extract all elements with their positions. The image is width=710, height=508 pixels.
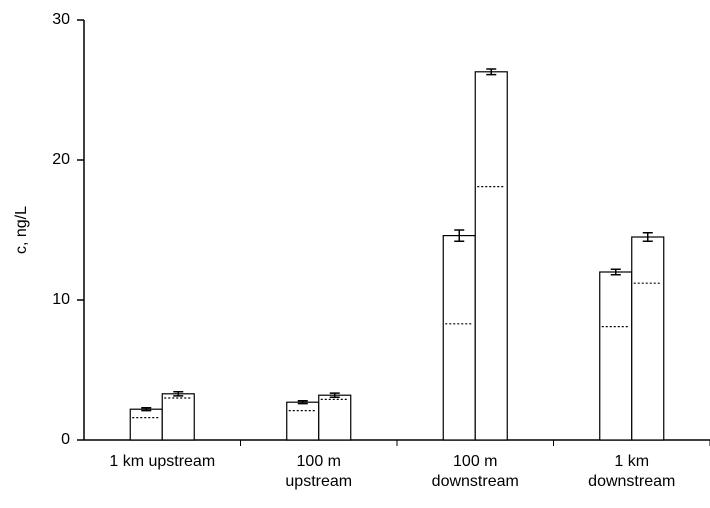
error-bar xyxy=(610,268,621,276)
bar xyxy=(631,236,665,441)
x-tick-label-line: upstream xyxy=(285,473,352,490)
bar xyxy=(474,71,508,441)
x-tick-label: 100 m downstream xyxy=(432,453,519,490)
bar xyxy=(286,401,320,441)
error-bar xyxy=(486,68,497,76)
bar xyxy=(161,393,195,441)
x-tick-label-line: 100 m xyxy=(297,453,341,470)
bar xyxy=(129,408,163,441)
bar xyxy=(599,271,633,441)
error-bar xyxy=(329,392,340,399)
bar xyxy=(318,394,352,441)
x-tick-label-line: 1 km xyxy=(614,453,649,470)
y-tick-label: 0 xyxy=(61,431,70,448)
x-tick-label-line: 1 km upstream xyxy=(109,453,215,470)
error-bar xyxy=(642,232,653,242)
error-bar xyxy=(141,407,152,412)
error-bar xyxy=(454,229,465,242)
error-bar xyxy=(297,400,308,405)
y-tick-label: 10 xyxy=(52,291,70,308)
bar xyxy=(442,235,476,441)
y-tick-label: 20 xyxy=(52,151,70,168)
x-tick-label: 100 m upstream xyxy=(285,453,352,490)
error-bar xyxy=(173,390,184,397)
x-tick-label-line: downstream xyxy=(432,473,519,490)
y-tick-label: 30 xyxy=(52,11,70,28)
x-tick-label-line: 100 m xyxy=(453,453,497,470)
x-tick-label: 1 km upstream xyxy=(109,453,215,470)
x-tick-label: 1 km downstream xyxy=(588,453,675,490)
y-axis-label: c, ng/L xyxy=(13,206,30,254)
x-tick-label-line: downstream xyxy=(588,473,675,490)
